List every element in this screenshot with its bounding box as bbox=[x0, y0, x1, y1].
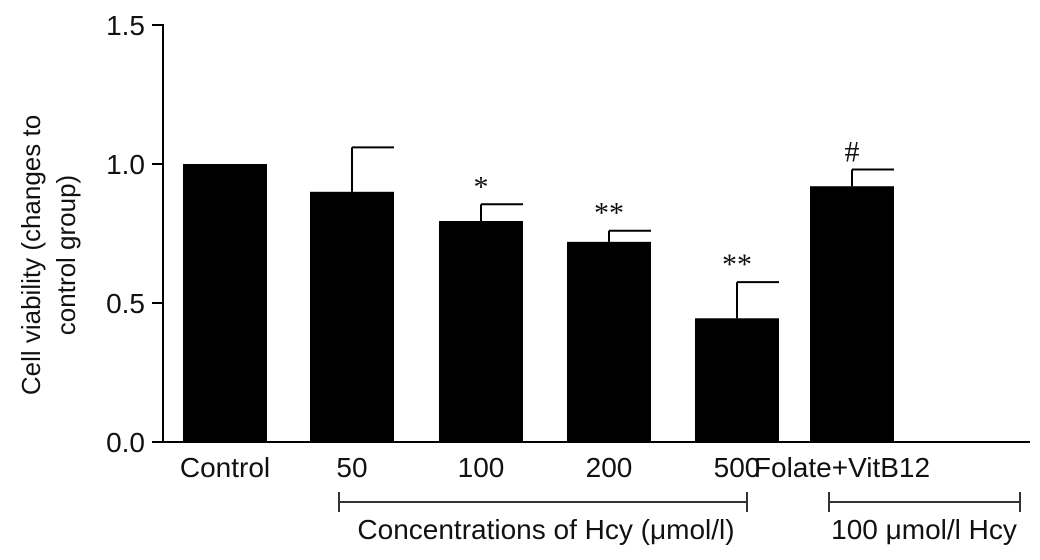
significance-marker: # bbox=[845, 136, 860, 169]
bars: *****# bbox=[183, 136, 894, 442]
y-axis-label-line1: Cell viability (changes to bbox=[16, 115, 46, 395]
group-label: Concentrations of Hcy (μmol/l) bbox=[357, 514, 734, 545]
x-tick-label: Folate+VitB12 bbox=[754, 452, 930, 483]
x-tick-label: 200 bbox=[586, 452, 633, 483]
y-axis-label-line2: control group) bbox=[51, 175, 81, 335]
significance-marker: ** bbox=[594, 197, 624, 230]
bar bbox=[183, 164, 267, 442]
group-brackets: Concentrations of Hcy (μmol/l) 100 μmol/l… bbox=[338, 492, 1021, 545]
group-label: 100 μmol/l Hcy bbox=[831, 514, 1017, 545]
y-tick-label: 1.0 bbox=[106, 149, 145, 180]
bar bbox=[310, 191, 394, 442]
significance-marker: ** bbox=[722, 248, 752, 281]
bar bbox=[695, 318, 779, 442]
bar bbox=[567, 241, 651, 442]
significance-marker: * bbox=[474, 170, 489, 203]
x-tick-label: 50 bbox=[336, 452, 367, 483]
bar bbox=[810, 186, 894, 442]
x-tick-label: 100 bbox=[458, 452, 505, 483]
y-tick-label: 0.5 bbox=[106, 288, 145, 319]
y-ticks: 0.0 0.5 1.0 1.5 bbox=[106, 10, 163, 458]
bar bbox=[439, 220, 523, 442]
x-tick-label: 500 bbox=[714, 452, 761, 483]
x-tick-label: Control bbox=[180, 452, 270, 483]
y-tick-label: 1.5 bbox=[106, 10, 145, 41]
y-tick-label: 0.0 bbox=[106, 427, 145, 458]
